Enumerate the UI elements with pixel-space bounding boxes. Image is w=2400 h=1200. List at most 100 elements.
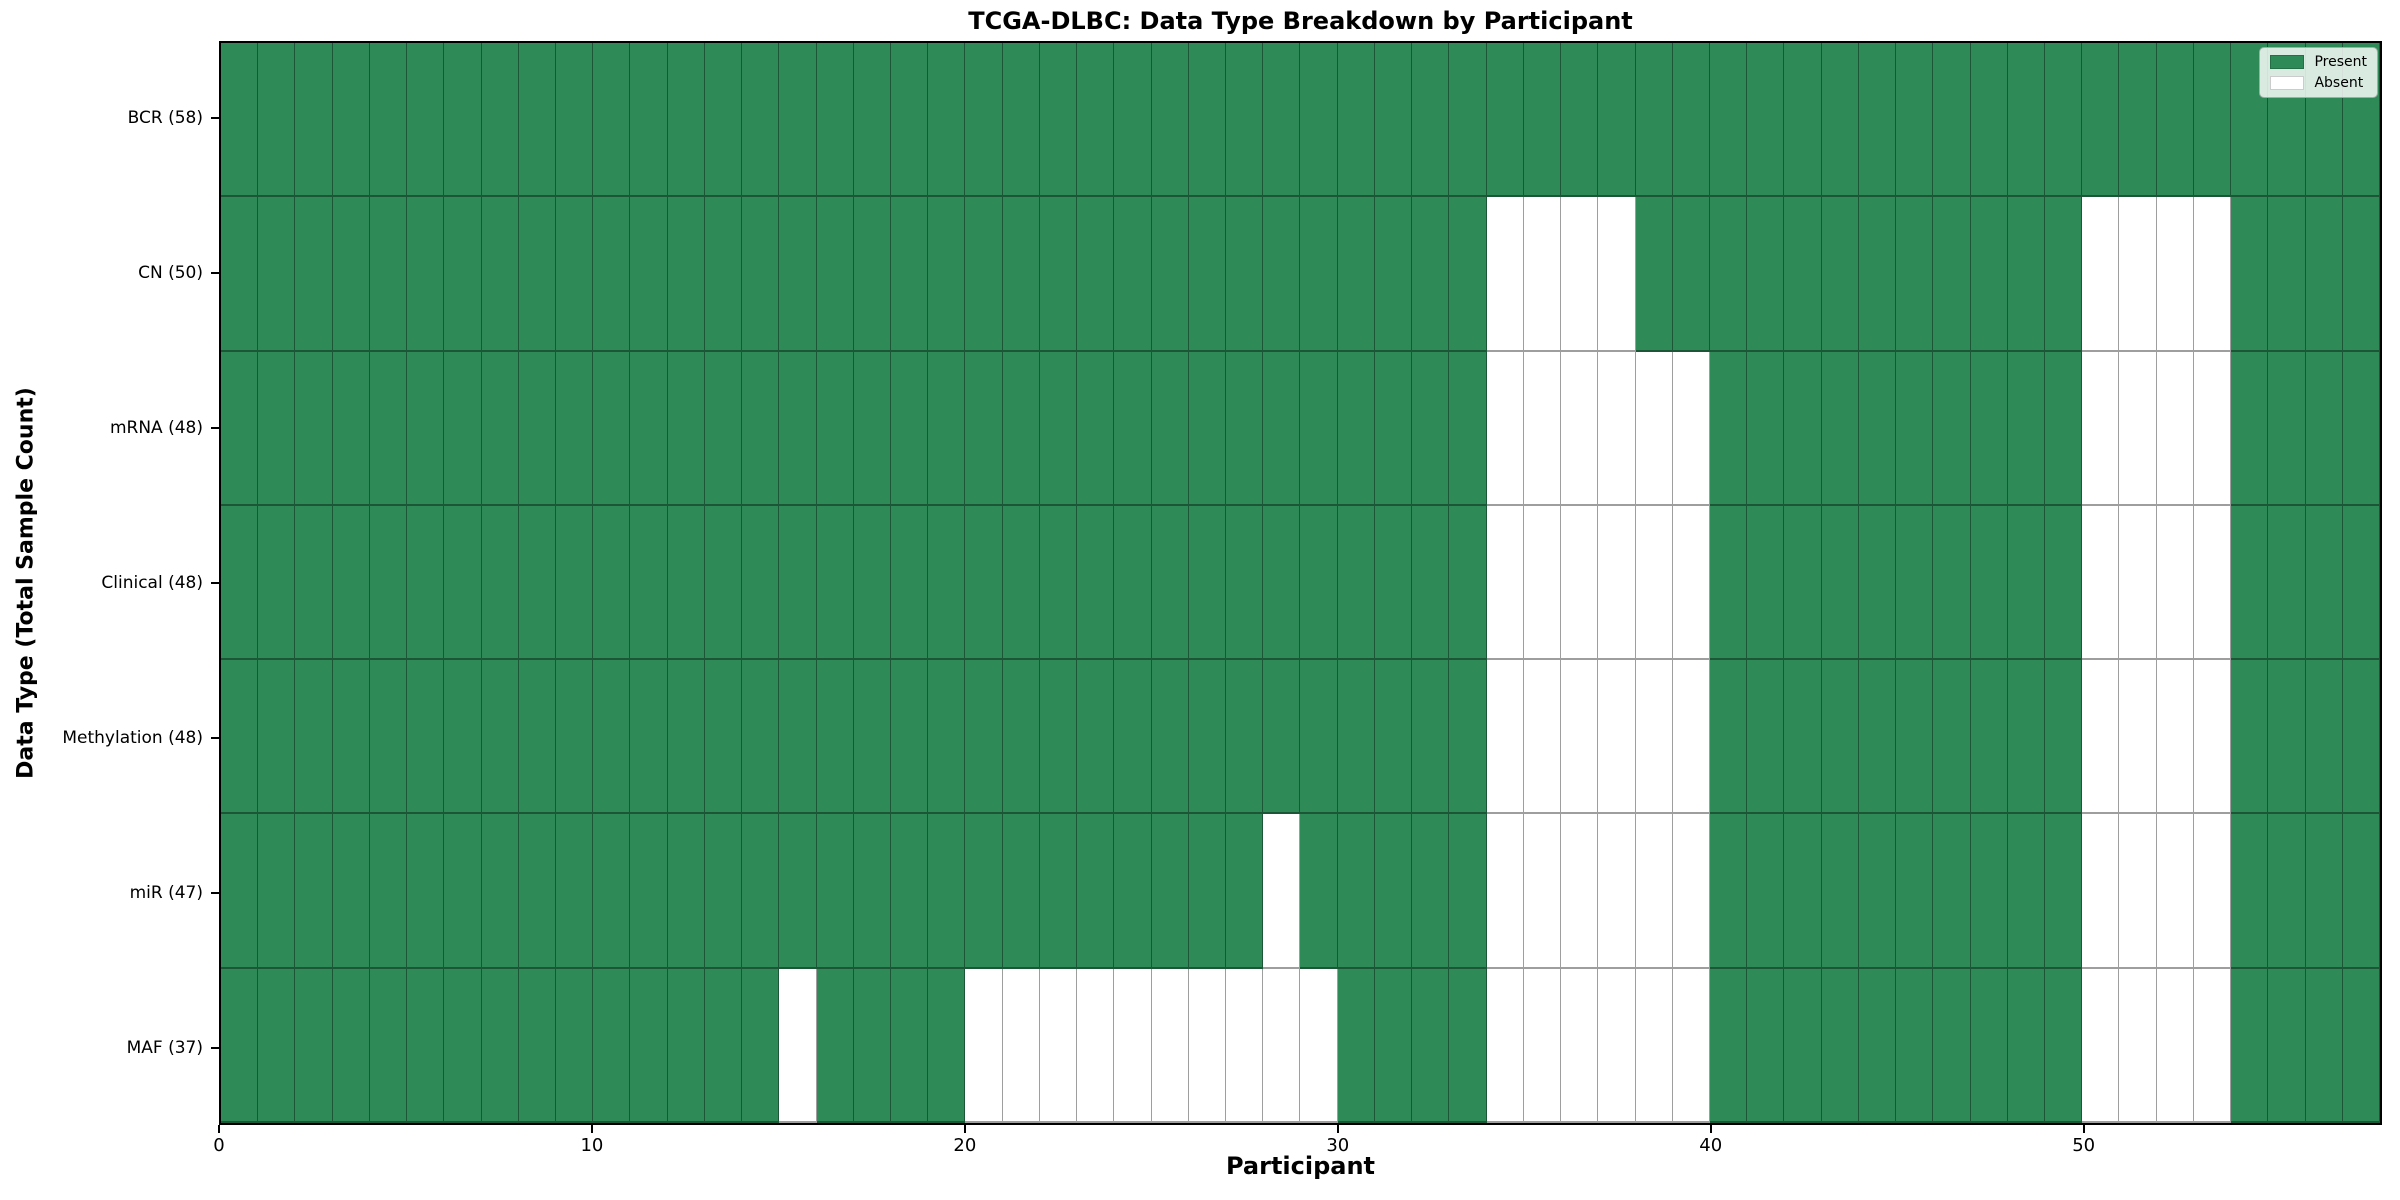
heatmap-cell bbox=[1672, 660, 1710, 815]
heatmap-cell bbox=[221, 660, 259, 815]
heatmap-cell bbox=[369, 660, 408, 815]
heatmap-cell bbox=[221, 814, 259, 969]
heatmap-cell bbox=[1933, 43, 1971, 198]
heatmap-cell bbox=[593, 660, 631, 815]
heatmap-cell bbox=[2007, 43, 2045, 198]
heatmap-cell bbox=[1374, 505, 1413, 661]
heatmap-cell bbox=[1598, 660, 1636, 815]
heatmap-cell bbox=[816, 968, 854, 1123]
heatmap-cell bbox=[556, 814, 594, 969]
heatmap-cell bbox=[742, 197, 780, 352]
chart-title: TCGA-DLBC: Data Type Breakdown by Partic… bbox=[968, 7, 1633, 35]
heatmap-cell bbox=[1300, 660, 1338, 815]
heatmap-cell bbox=[779, 43, 817, 198]
heatmap-cell bbox=[2156, 660, 2194, 815]
heatmap-cell bbox=[928, 197, 966, 352]
heatmap-cell bbox=[1300, 505, 1338, 661]
heatmap-cell bbox=[518, 660, 557, 815]
heatmap-cell bbox=[965, 968, 1003, 1123]
heatmap-cell bbox=[1896, 814, 1934, 969]
heatmap-cell bbox=[2082, 43, 2120, 198]
heatmap-cell bbox=[1263, 197, 1301, 352]
heatmap-cell bbox=[667, 197, 705, 352]
heatmap-cell bbox=[556, 968, 594, 1123]
heatmap-cell bbox=[2119, 968, 2157, 1123]
heatmap-cell bbox=[1933, 197, 1971, 352]
heatmap-cell bbox=[1486, 351, 1524, 506]
heatmap-cell bbox=[1561, 660, 1599, 815]
heatmap-cell bbox=[1747, 351, 1785, 506]
heatmap-cell bbox=[1114, 197, 1152, 352]
heatmap-cell bbox=[1374, 660, 1413, 815]
heatmap-cell bbox=[2193, 197, 2232, 352]
heatmap-cell bbox=[1039, 351, 1078, 506]
heatmap-cell bbox=[1896, 43, 1934, 198]
y-tick-label: MAF (37) bbox=[126, 1037, 203, 1058]
heatmap-cell bbox=[2044, 505, 2083, 661]
heatmap-cell bbox=[1523, 197, 1562, 352]
heatmap-cell bbox=[742, 968, 780, 1123]
heatmap-cell bbox=[1151, 197, 1189, 352]
y-tick-mark bbox=[211, 891, 219, 894]
heatmap-cell bbox=[1672, 814, 1710, 969]
heatmap-cell bbox=[593, 968, 631, 1123]
heatmap-cell bbox=[928, 814, 966, 969]
heatmap-cell bbox=[444, 814, 482, 969]
x-tick-label: 40 bbox=[1699, 1135, 1723, 1156]
heatmap-cell bbox=[1970, 814, 2008, 969]
heatmap-cell bbox=[1821, 351, 1859, 506]
heatmap-cell bbox=[1486, 968, 1524, 1123]
heatmap-cell bbox=[1635, 505, 1673, 661]
heatmap-cell bbox=[853, 351, 892, 506]
heatmap-cell bbox=[2007, 351, 2045, 506]
heatmap-cell bbox=[1821, 660, 1859, 815]
heatmap-cell bbox=[1970, 197, 2008, 352]
heatmap-cell bbox=[928, 505, 966, 661]
heatmap-cell bbox=[853, 660, 892, 815]
heatmap-cell bbox=[221, 43, 259, 198]
heatmap-cell bbox=[779, 197, 817, 352]
heatmap-cell bbox=[407, 968, 445, 1123]
heatmap-cell bbox=[221, 351, 259, 506]
heatmap-cell bbox=[1598, 505, 1636, 661]
heatmap-cell bbox=[2156, 814, 2194, 969]
heatmap-cell bbox=[853, 43, 892, 198]
heatmap-cell bbox=[891, 660, 929, 815]
heatmap-cell bbox=[2342, 814, 2380, 969]
heatmap-cell bbox=[407, 43, 445, 198]
heatmap-cell bbox=[2305, 351, 2343, 506]
heatmap-cell bbox=[2193, 660, 2232, 815]
heatmap-cell bbox=[1412, 351, 1450, 506]
heatmap-cell bbox=[1226, 968, 1264, 1123]
legend-item-present: Present bbox=[2270, 54, 2367, 70]
x-tick-label: 30 bbox=[1326, 1135, 1350, 1156]
y-tick-label: miR (47) bbox=[129, 882, 203, 903]
plot-area bbox=[219, 41, 2382, 1125]
heatmap-cell bbox=[1077, 660, 1115, 815]
heatmap-cell bbox=[1896, 505, 1934, 661]
heatmap-cell bbox=[816, 814, 854, 969]
legend: Present Absent bbox=[2259, 47, 2378, 98]
heatmap-cell bbox=[630, 43, 668, 198]
heatmap-cell bbox=[1486, 814, 1524, 969]
heatmap-cell bbox=[369, 197, 408, 352]
heatmap-cell bbox=[1933, 351, 1971, 506]
heatmap-cell bbox=[1002, 660, 1040, 815]
heatmap-cell bbox=[667, 505, 705, 661]
heatmap-cell bbox=[1933, 814, 1971, 969]
heatmap-cell bbox=[2305, 660, 2343, 815]
heatmap-cell bbox=[1523, 351, 1562, 506]
heatmap-cell bbox=[2231, 351, 2269, 506]
heatmap-cell bbox=[891, 814, 929, 969]
y-tick-mark bbox=[211, 736, 219, 739]
heatmap-cell bbox=[667, 43, 705, 198]
heatmap-cell bbox=[1821, 968, 1859, 1123]
heatmap-cell bbox=[630, 814, 668, 969]
heatmap-cell bbox=[1635, 660, 1673, 815]
heatmap-cell bbox=[1561, 505, 1599, 661]
heatmap-cell bbox=[332, 814, 370, 969]
heatmap-cell bbox=[630, 660, 668, 815]
x-tick-mark bbox=[963, 1125, 966, 1133]
absent-swatch-icon bbox=[2270, 76, 2305, 90]
